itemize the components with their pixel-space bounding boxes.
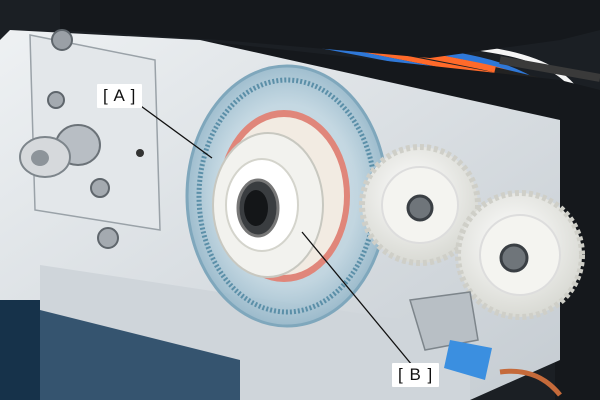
sensor-bracket (409, 291, 479, 351)
callout-b-leader (301, 231, 413, 366)
black-frame-top (60, 0, 600, 58)
bracket-hole (136, 149, 144, 157)
screw-icon (47, 91, 65, 109)
blue-tag (444, 340, 492, 380)
screw-icon (90, 178, 110, 198)
screw-icon (51, 29, 73, 51)
callout-a-leader (133, 100, 213, 159)
callout-label-b: [ B ] (392, 363, 440, 387)
orange-wire-end (499, 368, 562, 397)
drive-gear (455, 190, 585, 320)
blue-board (0, 300, 40, 400)
pulley-gear (212, 132, 324, 278)
callout-label-a: [ A ] (97, 84, 143, 108)
blue-board-lower (40, 310, 240, 400)
screw-icon (97, 227, 119, 249)
idler-gear (359, 144, 481, 266)
motor-pinion (19, 124, 101, 178)
